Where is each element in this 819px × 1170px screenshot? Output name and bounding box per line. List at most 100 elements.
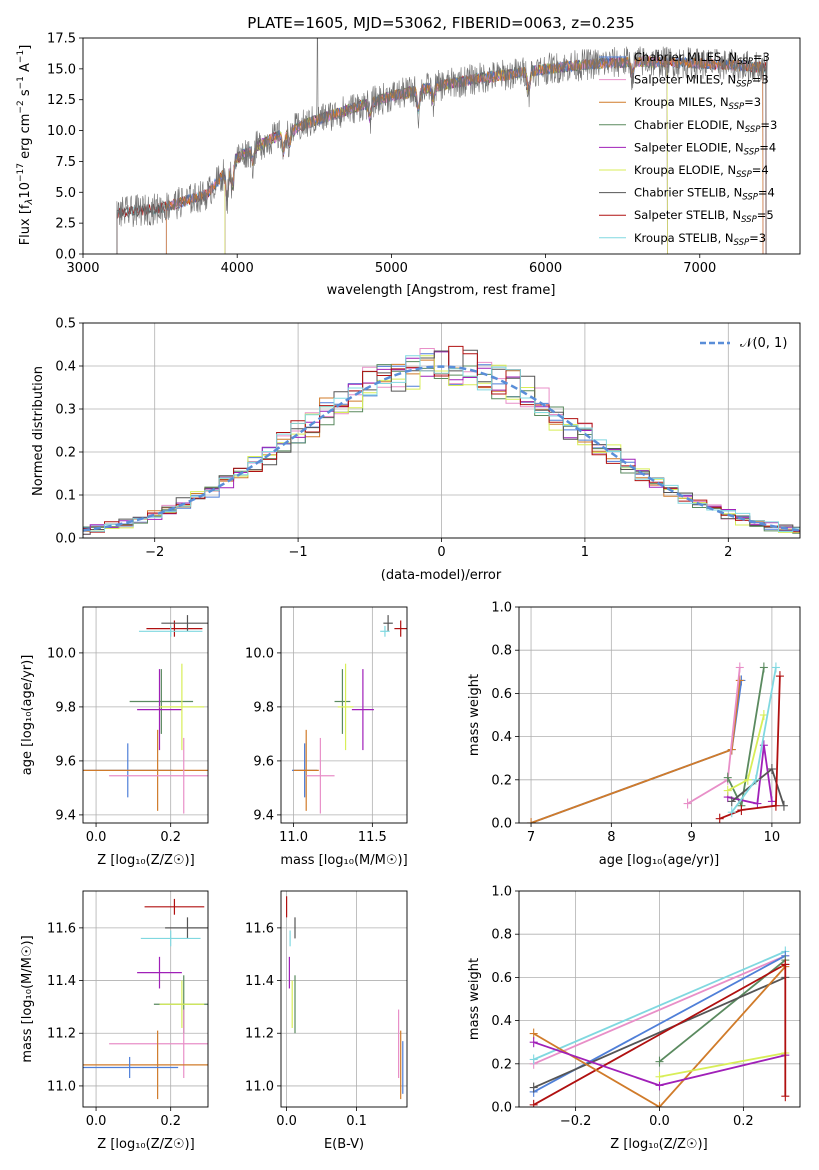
axes-frame [82, 890, 209, 1108]
y-tick-label: 0.1 [55, 489, 76, 504]
y-tick-label: 1.0 [491, 601, 512, 616]
observed-spectrum-line [116, 38, 768, 254]
x-tick-label: 4000 [221, 261, 254, 276]
y-tick-label: 15.0 [47, 62, 76, 77]
mass-weight-line [533, 954, 786, 1065]
y-tick-label: 0.3 [55, 403, 76, 418]
y-tick-label: 17.5 [47, 32, 76, 47]
residual-y-label: Normed distribution [31, 366, 46, 496]
x-tick-label: 11.0 [279, 830, 308, 845]
axes-frame [82, 606, 209, 824]
y-tick-label: 0.2 [55, 446, 76, 461]
x-tick-label: 5000 [375, 261, 408, 276]
y-tick-label: 0.4 [491, 730, 512, 745]
legend-label: Kroupa STELIB, NSSP=3 [634, 231, 766, 248]
x-tick-label: 11.5 [358, 830, 387, 845]
normal-distribution-curve [83, 365, 800, 532]
x-tick-label: 7 [527, 830, 535, 845]
y-tick-label: 0.6 [491, 971, 512, 986]
y-tick-label: 0.0 [55, 532, 76, 547]
y-tick-label: 10.0 [47, 124, 76, 139]
x-tick-label: 1 [581, 545, 589, 560]
x-tick-label: 0.2 [160, 1114, 181, 1129]
y-tick-label: 11.6 [245, 921, 274, 936]
x-tick-label: 3000 [66, 261, 99, 276]
y-tick-label: 0.0 [55, 248, 76, 263]
mass-weight-line [659, 1052, 786, 1078]
massweight-vs-age-panel: age [log₁₀(age/yr)] mass weight 7 8 9 10 0.0… [467, 601, 801, 868]
legend-label: Kroupa MILES, NSSP=3 [634, 95, 761, 112]
legend-label: Chabrier STELIB, NSSP=4 [634, 186, 775, 203]
y-tick-label: 0.2 [491, 773, 512, 788]
y-tick-label: 9.6 [55, 754, 76, 769]
y-tick-label: 0.8 [491, 928, 512, 943]
x-tick-label: −1 [289, 545, 308, 560]
residual-panel: −2 −1 0 1 2 0.0 0.1 0.2 0.3 0.4 0.5 (data-model)/e… [31, 317, 801, 583]
mwAge-y-label: mass weight [467, 674, 482, 756]
errorbar-group [83, 898, 208, 1100]
y-tick-label: 2.5 [55, 217, 76, 232]
axes-group: −0.2 0.0 0.2 0.0 0.2 0.4 0.6 0.8 1.0 [491, 885, 800, 1129]
age-vs-mass-panel: mass [log₁₀(M/M☉)] 11.0 11.5 9.4 9.6 9.8 10.0 [245, 606, 408, 868]
ageZ-x-label: Z [log₁₀(Z/Z☉)] [97, 853, 194, 868]
y-tick-label: 1.0 [491, 885, 512, 900]
axes-group: 11.0 11.5 9.4 9.6 9.8 10.0 [245, 607, 407, 845]
y-tick-label: 9.4 [253, 808, 274, 823]
mass-vs-metallicity-panel: Z [log₁₀(Z/Z☉)] mass [log₁₀(M/M☉)] 0.0 0.… [20, 890, 209, 1152]
spectrum-plot-area: 3000 4000 5000 6000 7000 0.0 2.5 5.0 7.5 10.0 12.5… [47, 32, 801, 277]
y-tick-label: 9.8 [253, 700, 274, 715]
axes-group: −2 −1 0 1 2 0.0 0.1 0.2 0.3 0.4 0.5 [55, 317, 800, 560]
y-tick-label: 5.0 [55, 186, 76, 201]
spectrum-y-label: Flux [fλ10−17 erg cm−2 s−1 A−1] [16, 45, 35, 246]
axes-frame [518, 606, 801, 824]
mass-weight-line [533, 965, 786, 1107]
x-tick-label: 2 [724, 545, 732, 560]
mE-x-label: E(B-V) [324, 1137, 364, 1152]
x-tick-label: 9 [687, 830, 695, 845]
axes-group: 0.0 0.2 9.4 9.6 9.8 10.0 [47, 607, 208, 845]
x-tick-label: 0.0 [86, 830, 107, 845]
y-tick-label: 10.0 [47, 646, 76, 661]
axes-group: 0.0 0.1 11.0 11.2 11.4 11.6 [245, 891, 407, 1129]
mass-weight-line [719, 676, 781, 820]
y-tick-label: 11.2 [245, 1027, 274, 1042]
y-tick-label: 0.6 [491, 687, 512, 702]
x-tick-label: 8 [607, 830, 615, 845]
spectrum-legend: Chabrier MILES, NSSP=3 Salpeter MILES, NS… [599, 50, 777, 248]
y-tick-label: 0.8 [491, 644, 512, 659]
x-tick-label: 10 [764, 830, 781, 845]
legend-normal-label: 𝒩(0, 1) [740, 336, 787, 351]
y-tick-label: 11.4 [245, 974, 274, 989]
axes-frame [280, 890, 408, 1108]
legend-label: Salpeter ELODIE, NSSP=4 [634, 140, 776, 157]
mass-weight-line [530, 680, 741, 823]
legend-label: Chabrier MILES, NSSP=3 [634, 50, 770, 67]
x-tick-label: 0.0 [276, 1114, 297, 1129]
chart-title: PLATE=1605, MJD=53062, FIBERID=0063, z=0… [247, 14, 634, 32]
y-tick-label: 11.4 [47, 974, 76, 989]
y-tick-label: 12.5 [47, 93, 76, 108]
massweight-vs-metallicity-panel: Z [log₁₀(Z/Z☉)] mass weight −0.2 0.0 0.2 0.… [467, 885, 801, 1152]
y-tick-label: 9.6 [253, 754, 274, 769]
axes-group: 3000 4000 5000 6000 7000 0.0 2.5 5.0 7.5 10.0 12.5… [47, 32, 716, 277]
mass-weight-line [533, 976, 786, 1089]
mass-weight-line [533, 963, 786, 1106]
x-tick-label: 0.0 [649, 1114, 670, 1129]
residual-legend: 𝒩(0, 1) [700, 336, 787, 351]
axes-frame [518, 890, 801, 1108]
y-tick-label: 0.5 [55, 317, 76, 332]
mwAge-x-label: age [log₁₀(age/yr)] [599, 853, 720, 868]
legend-label: Salpeter STELIB, NSSP=5 [634, 208, 774, 225]
y-tick-label: 0.4 [55, 360, 76, 375]
x-tick-label: 7000 [683, 261, 716, 276]
errorbar-group [83, 615, 208, 814]
mass-weight-line [530, 680, 743, 823]
y-tick-label: 0.4 [491, 1014, 512, 1029]
y-tick-label: 11.2 [47, 1027, 76, 1042]
mass-weight-line [687, 667, 741, 805]
mwZ-x-label: Z [log₁₀(Z/Z☉)] [610, 1137, 707, 1152]
legend-label: Chabrier ELODIE, NSSP=3 [634, 118, 777, 135]
mZ-y-label: mass [log₁₀(M/M☉)] [20, 935, 35, 1062]
y-tick-label: 0.0 [491, 1101, 512, 1116]
